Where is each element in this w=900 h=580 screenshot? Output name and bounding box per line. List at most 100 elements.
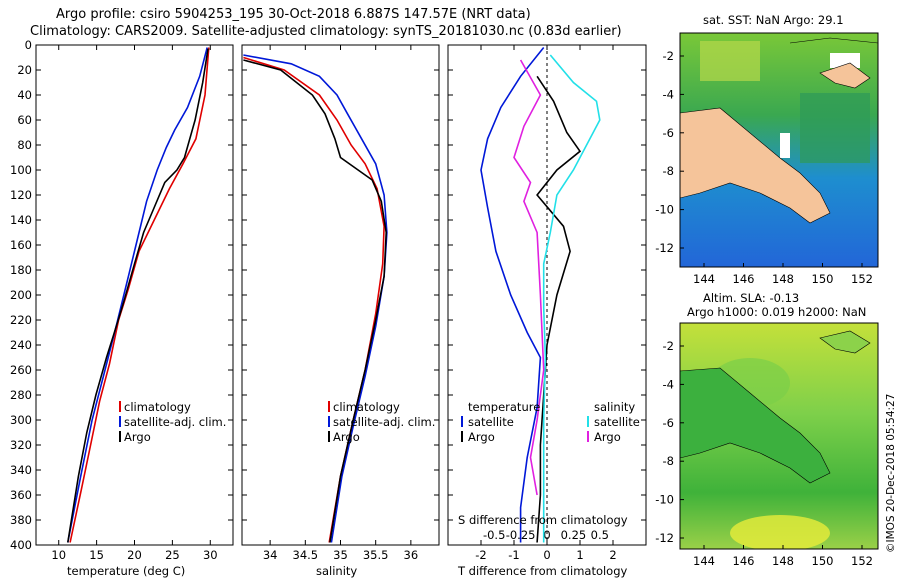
map-x-tick-label: 148 [772,272,794,286]
y-tick-label: 360 [10,488,32,502]
salinity-axes [241,44,440,546]
y-tick-label: 200 [10,288,32,302]
map-y-tick-label: -8 [663,164,674,178]
difference-legend: temperature satellite Argo salinity sate… [461,400,640,444]
legend-argo-swatch [119,431,121,442]
series-s-argo [513,59,545,496]
legend-argo-swatch [328,431,330,442]
temperature-xlabel: temperature (deg C) [67,564,185,578]
salinity-legend: climatology satellite-adj. clim. Argo [328,400,435,444]
sst-map: sat. SST: NaN Argo: 29.1 144 146 148 150 152… [655,13,879,286]
x-tick-label: 0 [543,548,550,562]
x-tick-label: 34.5 [293,548,319,562]
y-tick-label: 300 [10,413,32,427]
x-tick-label: 30 [203,548,218,562]
difference-x2label: S difference from climatology [458,513,628,527]
sst-map-title: sat. SST: NaN Argo: 29.1 [703,13,844,27]
y-tick-label: 400 [10,538,32,552]
series-t-satellite [480,46,545,543]
legend-t-satellite: satellite [468,415,514,429]
x-tick-label: 1 [576,548,583,562]
series-argo [243,59,388,543]
sla-land-mainland [680,367,831,484]
y-tick-label: 40 [17,88,32,102]
temperature-panel: 10 15 20 25 30020406080100120140160180200220… [10,38,234,578]
x-tick-label: 2 [609,548,616,562]
series-t-argo [536,75,582,543]
x2-tick-label: 0.25 [561,528,587,542]
map-y-tick-label: -2 [663,49,674,63]
y-tick-label: 220 [10,313,32,327]
legend-satellite-swatch [119,416,121,427]
x2-tick-label: 0 [543,528,550,542]
sst-land-mainland [680,107,831,224]
x-tick-label: 15 [89,548,104,562]
sla-map-frame [679,322,879,550]
y-tick-label: 80 [17,138,32,152]
sla-map: Altim. SLA: -0.13 Argo h1000: 0.019 h200… [655,291,879,568]
difference-plot: -2 -1 0 1 2-0.5 -0.25 0 0.25 0.5 [448,44,646,562]
map-x-tick-label: 146 [733,272,755,286]
map-y-tick-label: -12 [655,241,674,255]
temperature-legend: climatology satellite-adj. clim. Argo [119,400,226,444]
legend-satellite-swatch [328,416,330,427]
map-x-tick-label: 148 [772,554,794,568]
sst-map-frame [679,32,879,268]
sst-land-newbritain [819,62,871,89]
x-tick-label: 36 [404,548,419,562]
legend-climatology: climatology [124,400,191,414]
map-y-tick-label: -6 [663,416,674,430]
sst-map-axes: 144 146 148 150 152 -2 -4 -6 -8 -10 -12 [655,49,873,286]
legend-s-satellite-swatch [587,416,589,427]
legend-argo: Argo [124,430,151,444]
y-tick-label: 0 [25,38,32,52]
imos-stamp: ©IMOS 20-Dec-2018 05:54:27 [885,394,897,553]
y-tick-label: 160 [10,238,32,252]
map-x-tick-label: 146 [733,554,755,568]
series-satellite-adj-clim- [67,47,208,543]
legend-t-argo: Argo [468,430,495,444]
salinity-plot: 34 34.5 35 35.5 36 [242,44,439,562]
series-climatology [69,47,210,543]
map-y-tick-label: -12 [655,531,674,545]
y-tick-label: 240 [10,338,32,352]
map-y-tick-label: -2 [663,339,674,353]
legend-s-satellite: satellite [594,415,640,429]
map-y-tick-label: -10 [655,203,674,217]
sla-map-title-2: Argo h1000: 0.019 h2000: NaN [687,305,866,319]
legend-argo: Argo [333,430,360,444]
legend-salinity-heading: salinity [594,400,635,414]
x-tick-label: 25 [165,548,180,562]
salinity-panel: 34 34.5 35 35.5 36 salinity climatology sate… [241,44,440,578]
series-argo [67,48,209,543]
legend-t-argo-swatch [461,431,463,442]
map-x-tick-label: 144 [693,554,715,568]
map-x-tick-label: 152 [851,272,873,286]
x-tick-label: 35.5 [363,548,389,562]
map-y-tick-label: -4 [663,87,674,101]
legend-satellite: satellite-adj. clim. [124,415,226,429]
y-tick-label: 100 [10,163,32,177]
x-tick-label: 35 [333,548,348,562]
sla-map-title-1: Altim. SLA: -0.13 [703,291,799,305]
legend-climatology-swatch [328,401,330,412]
y-tick-label: 120 [10,188,32,202]
legend-s-argo: Argo [594,430,621,444]
map-y-tick-label: -6 [663,126,674,140]
map-y-tick-label: -10 [655,493,674,507]
difference-xlabel: T difference from climatology [457,564,628,578]
sla-land-newbritain [819,330,871,354]
title-line-2: Climatology: CARS2009. Satellite-adjuste… [30,24,622,39]
sst-map-image [680,33,878,267]
y-tick-label: 20 [17,63,32,77]
map-x-tick-label: 150 [812,554,834,568]
x2-tick-label: -0.5 [483,528,505,542]
y-tick-label: 60 [17,113,32,127]
legend-temperature-heading: temperature [468,400,540,414]
legend-t-satellite-swatch [461,416,463,427]
difference-panel: -2 -1 0 1 2-0.5 -0.25 0 0.25 0.5 T difference fr… [447,44,647,578]
map-x-tick-label: 144 [693,272,715,286]
x-tick-label: -1 [508,548,519,562]
y-tick-label: 280 [10,388,32,402]
